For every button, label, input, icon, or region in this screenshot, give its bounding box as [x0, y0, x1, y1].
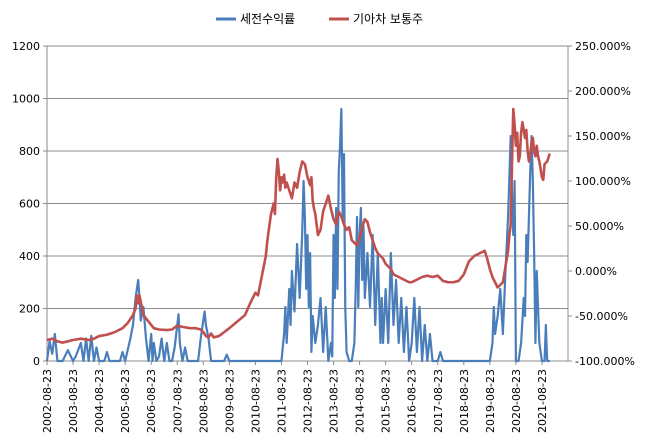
- right-tick-label-3: 50.000%: [575, 220, 624, 233]
- right-tick-label-6: 200.000%: [575, 85, 631, 98]
- x-tick-label-14: 2016-08-23: [406, 369, 419, 433]
- x-tick-label-6: 2008-08-23: [197, 369, 210, 433]
- series-line-0: [45, 107, 550, 363]
- x-tick-label-16: 2018-08-23: [458, 369, 471, 433]
- x-tick-label-19: 2021-08-23: [536, 369, 549, 433]
- right-tick-label-7: 250.000%: [575, 40, 631, 53]
- right-tick-label-2: 0.000%: [575, 265, 617, 278]
- x-tick-label-18: 2020-08-23: [510, 369, 523, 433]
- legend-label-kia-common: 기아차 보통주: [353, 12, 423, 26]
- x-tick-label-17: 2019-08-23: [484, 369, 497, 433]
- x-tick-label-1: 2003-08-23: [67, 369, 80, 433]
- right-tick-label-1: -50.000%: [575, 310, 628, 323]
- left-tick-label-6: 1200: [12, 40, 40, 53]
- series-layer: [45, 107, 552, 363]
- right-tick-label-4: 100.000%: [575, 175, 631, 188]
- x-tick-label-3: 2005-08-23: [119, 369, 132, 433]
- axes: 0 200 400 600 800 1000 1200 -100.000% -50.000% 0.…: [12, 40, 635, 433]
- x-tick-label-0: 2002-08-23: [41, 369, 54, 433]
- x-tick-label-8: 2010-08-23: [249, 369, 262, 433]
- left-tick-label-0: 0: [33, 355, 40, 368]
- left-tick-label-1: 200: [19, 303, 40, 316]
- left-tick-label-4: 800: [19, 145, 40, 158]
- legend-label-pretax-return: 세전수익률: [240, 12, 295, 26]
- right-tick-label-0: -100.000%: [575, 355, 635, 368]
- legend: 세전수익률 기아차 보통주: [216, 12, 423, 26]
- x-tick-label-2: 2004-08-23: [93, 369, 106, 433]
- right-tick-label-5: 150.000%: [575, 130, 631, 143]
- x-tick-label-13: 2015-08-23: [380, 369, 393, 433]
- x-tick-label-7: 2009-08-23: [223, 369, 236, 433]
- left-tick-label-2: 400: [19, 250, 40, 263]
- x-tick-label-15: 2017-08-23: [432, 369, 445, 433]
- x-tick-label-10: 2012-08-23: [302, 369, 315, 433]
- x-tick-label-9: 2011-08-23: [275, 369, 288, 433]
- x-tick-label-11: 2013-08-23: [328, 369, 341, 433]
- left-tick-label-5: 1000: [12, 93, 40, 106]
- series-line-1: [46, 107, 552, 344]
- x-tick-label-12: 2014-08-23: [354, 369, 367, 433]
- x-tick-label-5: 2007-08-23: [171, 369, 184, 433]
- left-tick-label-3: 600: [19, 198, 40, 211]
- x-tick-label-4: 2006-08-23: [145, 369, 158, 433]
